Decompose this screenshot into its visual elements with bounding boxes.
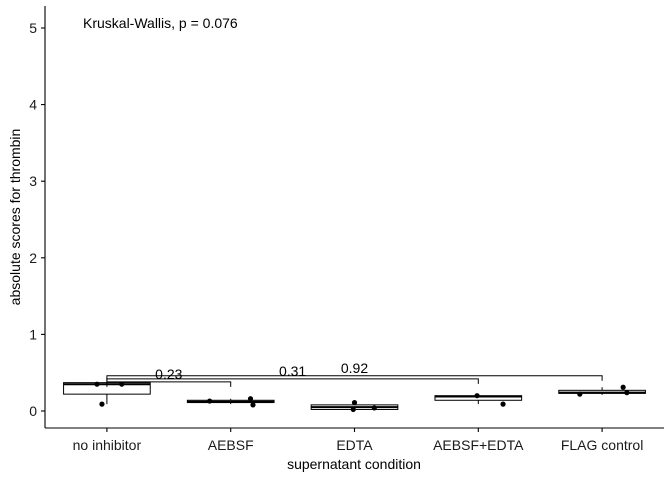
data-point	[371, 405, 377, 411]
y-tick-label: 0	[29, 403, 37, 419]
data-point	[247, 396, 254, 402]
data-point	[250, 402, 256, 408]
comparison-bracket: 0.23	[106, 366, 232, 387]
data-point	[350, 406, 356, 413]
data-point	[119, 381, 125, 387]
x-tick-label: AEBSF	[208, 437, 254, 453]
y-tick-label: 4	[29, 97, 37, 113]
x-tick-label: no inhibitor	[73, 437, 142, 453]
data-point	[620, 384, 626, 390]
x-tick-label: FLAG control	[561, 437, 643, 453]
box-aebsf	[186, 398, 275, 405]
data-point	[99, 401, 105, 407]
boxes-layer	[63, 382, 646, 411]
data-point	[474, 393, 480, 399]
data-points	[94, 381, 630, 413]
y-tick-label: 5	[29, 20, 37, 36]
data-point	[207, 398, 213, 404]
y-axis-title: absolute scores for thrombin	[7, 129, 23, 306]
bracket-line	[106, 375, 603, 381]
x-axis-title: supernatant condition	[287, 456, 421, 472]
x-tick-label: AEBSF+EDTA	[433, 437, 524, 453]
data-point	[624, 390, 630, 396]
comparison-brackets: 0.23 0.31 0.92	[106, 360, 603, 387]
x-tick-label: EDTA	[336, 437, 373, 453]
y-tick-label: 2	[29, 250, 37, 266]
y-tick-label: 3	[29, 173, 37, 189]
data-point	[94, 381, 100, 387]
y-tick-label: 1	[29, 326, 37, 342]
p-value-label: 0.92	[341, 360, 368, 376]
p-value-label: 0.23	[155, 366, 182, 382]
x-axis-ticks: no inhibitor AEBSF EDTA AEBSF+EDTA FLAG cont…	[73, 428, 643, 453]
bracket-line	[106, 378, 479, 384]
bracket-line	[106, 381, 232, 387]
data-point	[577, 391, 583, 397]
comparison-bracket: 0.31	[106, 363, 479, 384]
y-axis-ticks: 0 1 2 3 4 5	[29, 20, 45, 419]
comparison-bracket: 0.92	[106, 360, 603, 381]
data-point	[351, 399, 358, 406]
p-value-label: 0.31	[279, 363, 306, 379]
kruskal-wallis-annotation: Kruskal-Wallis, p = 0.076	[83, 15, 238, 31]
data-point	[500, 401, 506, 407]
box-flag-control	[558, 387, 646, 395]
